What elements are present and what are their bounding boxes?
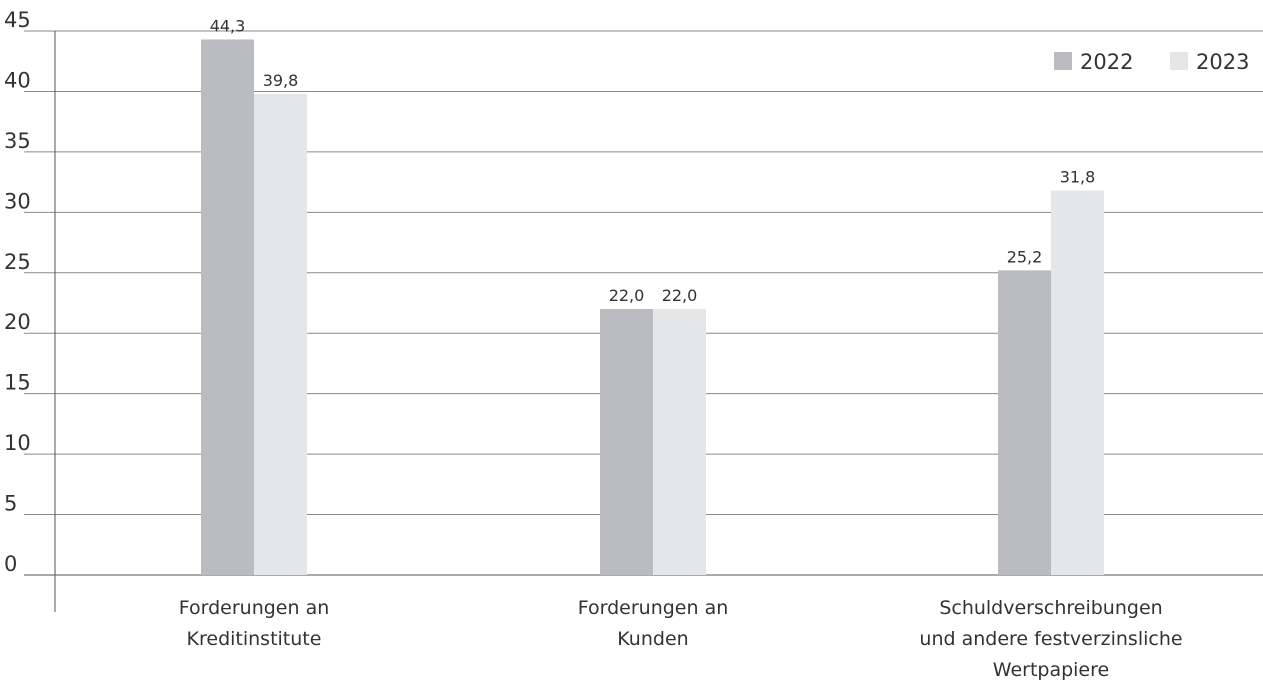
legend: 2022 2023 [1054,50,1249,74]
data-label-2022-cat3: 25,2 [1007,247,1043,266]
y-tick-label-15: 15 [4,371,31,395]
x-category-label-line: Forderungen an [179,597,330,619]
legend-label-2023: 2023 [1196,50,1249,74]
data-label-2022-cat2: 22,0 [609,286,645,305]
bar-2022-cat1 [201,39,254,576]
x-category-label-line: Forderungen an [578,597,729,619]
y-tick-label-30: 30 [4,189,31,213]
x-category-label-line: Kunden [617,628,688,650]
bar-2022-cat2 [600,309,653,575]
x-category-label-line: Kreditinstitute [187,628,322,650]
category-labels: Forderungen an KreditinstituteForderungen… [179,597,1183,681]
y-tick-label-35: 35 [4,129,31,153]
y-tick-label-45: 45 [4,8,31,32]
y-tick-label-0: 0 [4,552,17,576]
data-label-2022-cat1: 44,3 [210,16,246,35]
x-category-label-line: Wertpapiere [993,659,1109,681]
axes: 0 5 10 15 20 25 30 35 40 45 [4,8,56,612]
bar-2023-cat1 [254,93,307,576]
x-category-label-2: Forderungen an Kunden [578,597,729,650]
data-label-2023-cat3: 31,8 [1060,168,1096,187]
legend-swatch-2022 [1054,52,1072,70]
bar-2023-cat2 [653,309,706,575]
y-tick-label-25: 25 [4,250,31,274]
bar-2023-cat3 [1051,190,1104,575]
x-category-label-3: Schuldverschreibungen und andere festverz… [919,597,1182,681]
data-label-2023-cat1: 39,8 [263,71,299,90]
legend-label-2022: 2022 [1080,50,1133,74]
x-category-label-1: Forderungen an Kreditinstitute [179,597,330,650]
bar-2022-cat3 [998,270,1051,575]
data-labels: 44,3 39,8 22,0 22,0 25,2 31,8 [210,16,1096,305]
y-tick-label-40: 40 [4,68,31,92]
data-label-2023-cat2: 22,0 [662,286,698,305]
y-tick-label-10: 10 [4,431,31,455]
x-category-label-line: und andere festverzinsliche [919,628,1182,650]
y-tick-label-5: 5 [4,492,17,516]
y-tick-label-20: 20 [4,310,31,334]
legend-swatch-2023 [1170,52,1188,70]
bars [201,39,1104,576]
x-category-label-line: Schuldverschreibungen [939,597,1162,619]
